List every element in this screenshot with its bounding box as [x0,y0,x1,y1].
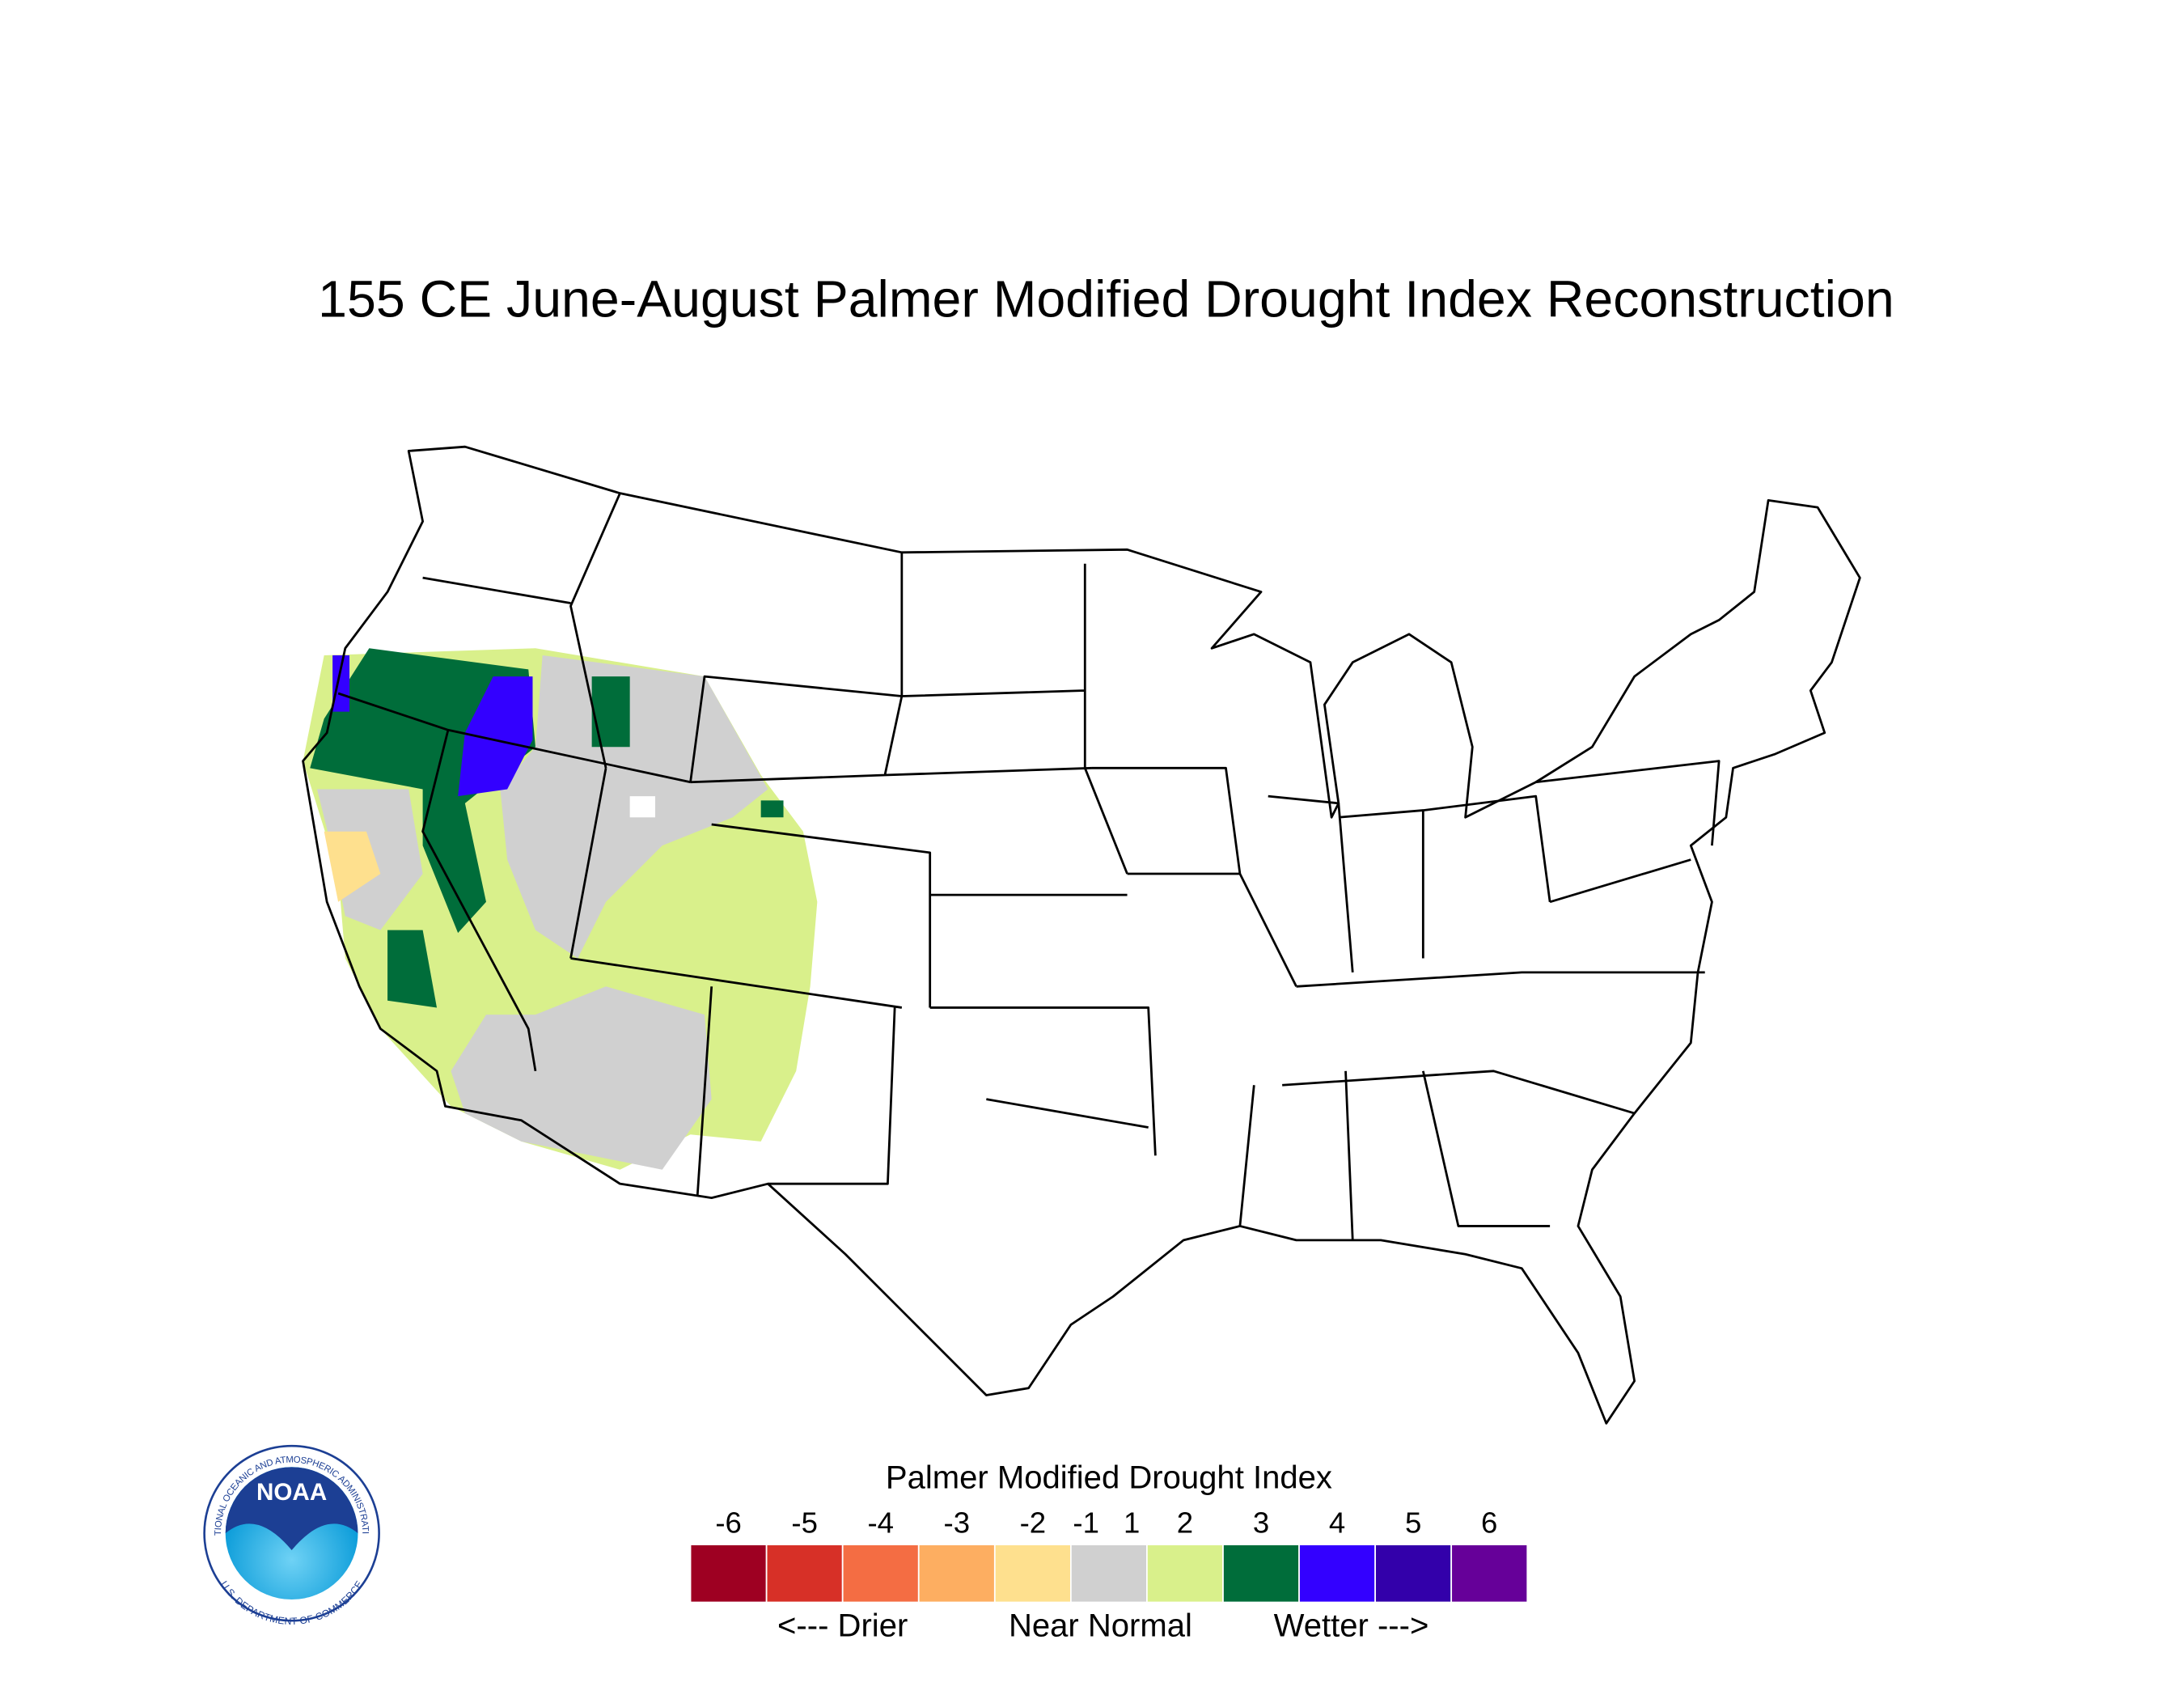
legend-tick-label: -4 [867,1506,894,1539]
legend-tick-label: 2 [1177,1506,1193,1539]
drought-region [760,800,784,818]
legend-tick-label: 3 [1253,1506,1269,1539]
legend-tick-label: 1 [1124,1506,1140,1539]
legend: -6 -5 -4 -3 -2 -1 1 2 3 4 5 6 <--- Drier Near Normal W… [689,1506,1529,1643]
us-map [302,445,1861,1425]
legend-tick-label: -2 [1020,1506,1047,1539]
legend-swatch [1222,1544,1300,1604]
drought-region [324,831,381,902]
drought-region [591,676,630,748]
legend-swatch [1450,1544,1529,1604]
logo-name: NOAA [256,1479,327,1506]
drought-region [451,986,712,1170]
legend-tick-label: 5 [1405,1506,1421,1539]
logo-bird [225,1467,358,1551]
legend-swatch [689,1544,768,1604]
no-data-cell [629,796,656,818]
state-borders [337,493,1721,1240]
legend-swatch [1374,1544,1453,1604]
legend-label: Wetter ---> [1274,1608,1429,1643]
drought-region [387,930,438,1008]
legend-tick-label: 4 [1329,1506,1345,1539]
legend-tick-label: 6 [1481,1506,1497,1539]
legend-swatch [1146,1544,1224,1604]
legend-tick-label: -3 [944,1506,971,1539]
legend-swatch [993,1544,1072,1604]
legend-title: Palmer Modified Drought Index [886,1460,1332,1496]
legend-swatch [841,1544,920,1604]
legend-tick-label: -1 [1073,1506,1099,1539]
drought-region [332,655,350,712]
legend-label: <--- Drier [777,1608,908,1643]
legend-swatch [1070,1544,1148,1604]
us-outline [302,445,1861,1425]
drought-region [458,676,533,797]
drought-regions [303,648,818,1170]
legend-swatch [765,1544,844,1604]
legend-tick-label: -5 [791,1506,818,1539]
legend-label: Near Normal [1009,1608,1192,1643]
legend-swatch [1298,1544,1376,1604]
legend-tick-label: -6 [715,1506,742,1539]
legend-swatch [917,1544,996,1604]
title: 155 CE June-August Palmer Modified Droug… [318,270,1894,328]
